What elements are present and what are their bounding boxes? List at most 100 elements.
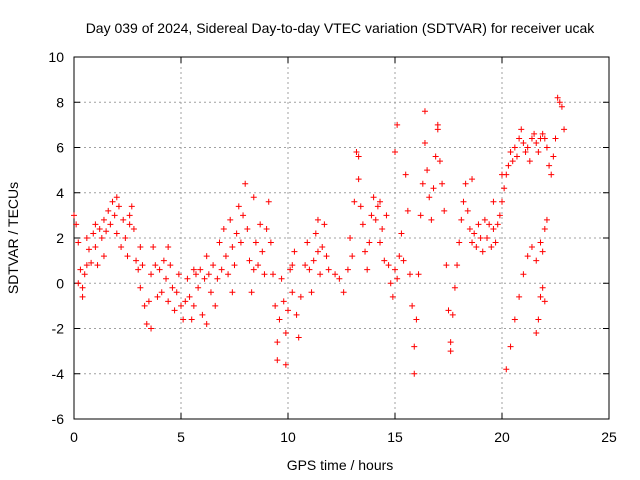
data-point: [402, 171, 409, 178]
data-point: [394, 121, 401, 128]
data-point: [379, 225, 386, 232]
data-point: [526, 158, 533, 165]
data-point: [359, 221, 366, 228]
data-point: [537, 239, 544, 246]
data-point: [171, 307, 178, 314]
data-point: [126, 212, 133, 219]
data-point: [71, 212, 77, 219]
data-point: [428, 216, 435, 223]
data-point: [184, 275, 191, 282]
data-point: [100, 216, 107, 223]
data-point: [201, 275, 208, 282]
data-point: [355, 153, 362, 160]
data-point: [486, 221, 493, 228]
data-point: [139, 262, 146, 269]
data-point: [398, 230, 405, 237]
data-point: [128, 203, 135, 210]
data-point: [250, 194, 257, 201]
data-point: [347, 235, 354, 241]
data-point: [505, 162, 512, 169]
data-point: [541, 225, 548, 232]
data-point: [396, 253, 403, 260]
data-point: [220, 225, 227, 232]
y-tick-labels: -6 -4 -2 0 2 4 6 8 10: [48, 49, 64, 427]
data-point: [374, 203, 381, 210]
data-point: [458, 216, 465, 223]
data-point: [169, 284, 176, 291]
data-point: [81, 271, 88, 278]
x-tick-label: 25: [601, 429, 617, 445]
data-point: [263, 225, 270, 232]
data-point: [389, 293, 396, 300]
data-point: [75, 239, 82, 246]
data-point: [252, 239, 259, 246]
data-point: [222, 253, 229, 260]
data-point: [229, 289, 236, 296]
data-point: [100, 253, 107, 260]
data-point: [443, 262, 450, 269]
data-point: [267, 239, 274, 246]
data-point: [387, 280, 394, 287]
data-point: [357, 203, 364, 210]
data-point: [278, 275, 285, 282]
data-point: [103, 228, 110, 235]
data-point: [304, 239, 311, 246]
data-point: [83, 262, 90, 269]
data-point: [475, 221, 482, 228]
data-point: [548, 171, 555, 178]
data-point: [152, 262, 159, 269]
data-point: [460, 198, 467, 205]
data-point: [250, 266, 257, 273]
data-point: [552, 135, 559, 142]
data-point: [229, 244, 236, 251]
data-point: [231, 262, 238, 269]
data-point: [439, 180, 446, 187]
data-point: [471, 230, 478, 237]
data-point: [377, 198, 384, 205]
data-point: [362, 248, 369, 255]
data-point: [469, 239, 476, 246]
data-point: [148, 325, 155, 332]
data-point: [520, 271, 527, 278]
data-point: [274, 339, 281, 346]
data-point: [511, 316, 518, 323]
data-point: [503, 366, 510, 373]
data-point: [539, 130, 546, 137]
data-point: [550, 153, 557, 160]
data-point: [308, 289, 315, 296]
data-point: [289, 289, 296, 296]
data-point: [282, 361, 289, 368]
data-point: [182, 298, 189, 305]
data-point: [421, 108, 428, 115]
data-point: [302, 262, 309, 269]
data-point: [92, 244, 99, 251]
data-point: [377, 239, 384, 246]
data-point: [349, 253, 356, 260]
data-point: [436, 158, 443, 165]
data-point: [492, 239, 499, 246]
data-point: [73, 221, 80, 228]
data-point: [280, 298, 287, 305]
data-point: [516, 293, 523, 300]
data-point: [203, 253, 210, 260]
data-point: [265, 198, 272, 205]
data-point: [332, 271, 339, 278]
data-point: [150, 244, 157, 251]
data-point: [509, 158, 516, 165]
data-point: [336, 275, 343, 282]
data-point: [454, 262, 461, 269]
data-point: [107, 221, 114, 228]
y-tick-label: 4: [56, 185, 64, 201]
data-point: [90, 230, 97, 237]
data-point: [197, 266, 204, 273]
data-point: [364, 266, 371, 273]
data-point: [113, 230, 120, 237]
data-point: [255, 262, 262, 269]
data-point: [124, 253, 131, 260]
data-point: [148, 271, 155, 278]
data-point: [205, 271, 212, 278]
data-series-sdtvar: [71, 94, 568, 377]
data-point: [96, 225, 103, 232]
data-point: [120, 216, 127, 223]
